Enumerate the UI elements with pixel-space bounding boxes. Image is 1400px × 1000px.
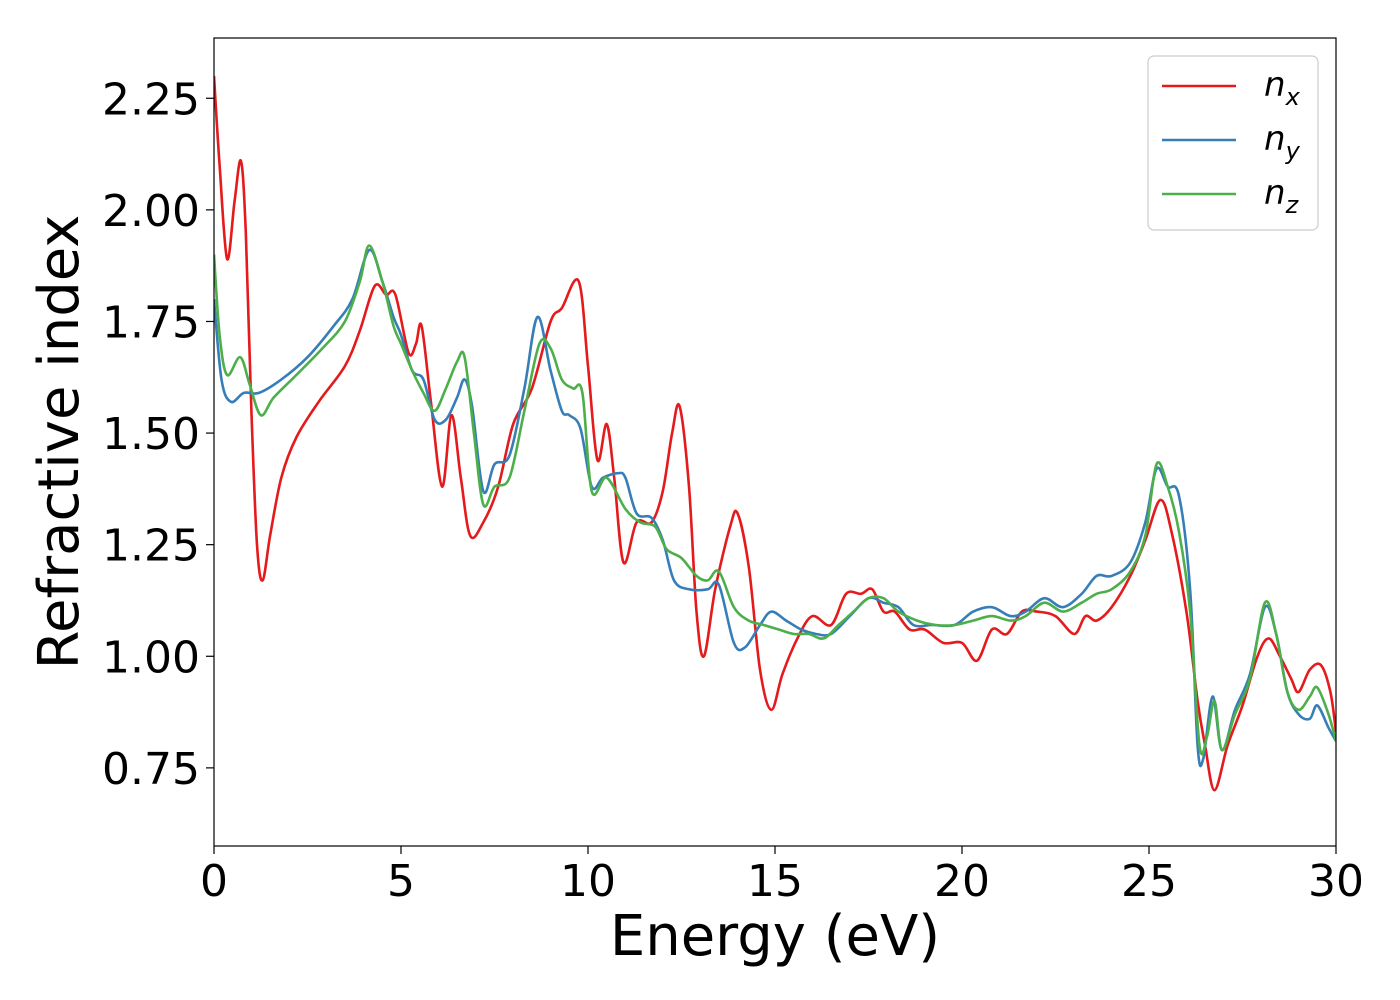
- y-tick-label: 0.75: [102, 744, 200, 795]
- x-tick-label: 25: [1121, 856, 1177, 907]
- x-tick-label: 15: [747, 856, 803, 907]
- x-tick-label: 0: [200, 856, 228, 907]
- x-axis: 0 5 10 15 20 25 30: [200, 846, 1364, 907]
- legend-label-y: ny: [1264, 119, 1301, 165]
- y-tick-label: 2.25: [102, 74, 200, 125]
- legend-box: [1147, 55, 1319, 231]
- series-line-x: [214, 75, 1336, 792]
- x-tick-label: 30: [1308, 856, 1364, 907]
- plot-frame: [213, 37, 1337, 847]
- y-tick-label: 1.75: [102, 297, 200, 348]
- legend-label-x: nx: [1264, 65, 1301, 111]
- legend: nx ny nz: [1147, 55, 1319, 231]
- series-line-z: [214, 244, 1336, 756]
- x-tick-label: 20: [934, 856, 990, 907]
- series-layer: [214, 75, 1336, 792]
- y-axis: 0.75 1.00 1.25 1.50 1.75 2.00 2.25: [102, 74, 214, 795]
- x-tick-label: 5: [387, 856, 415, 907]
- x-axis-title: Energy (eV): [610, 904, 940, 969]
- y-tick-label: 1.25: [102, 521, 200, 572]
- y-tick-label: 1.50: [102, 409, 200, 460]
- y-tick-label: 1.00: [102, 632, 200, 683]
- x-tick-label: 10: [560, 856, 616, 907]
- legend-label-z: nz: [1264, 173, 1300, 219]
- y-tick-label: 2.00: [102, 186, 200, 237]
- y-axis-title: Refractive index: [27, 215, 92, 670]
